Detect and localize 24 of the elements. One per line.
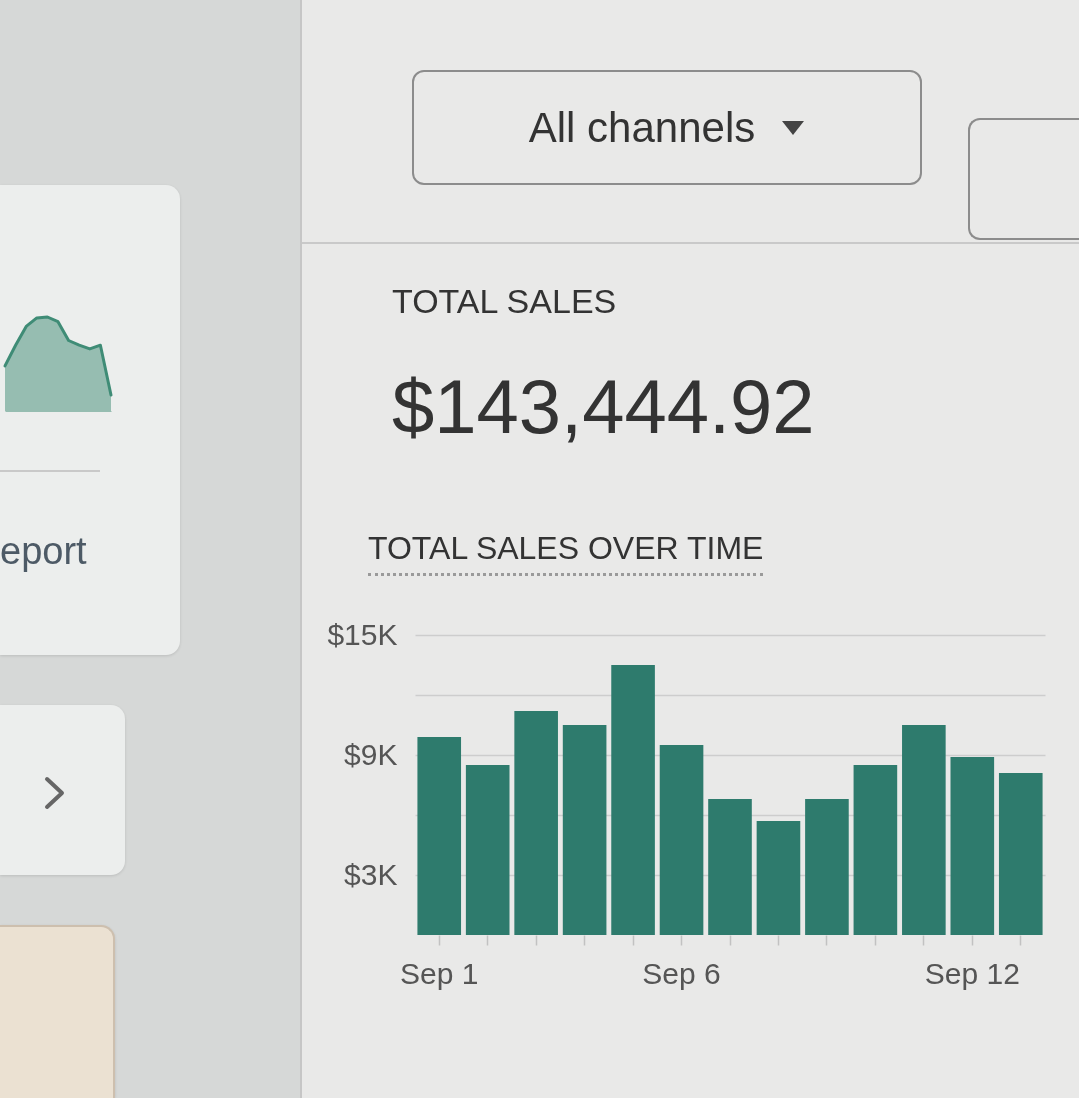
bar bbox=[708, 799, 752, 935]
bar bbox=[417, 737, 462, 935]
text: $143,444.92 bbox=[392, 363, 815, 450]
y-tick-label: $3K bbox=[344, 857, 398, 891]
bar bbox=[659, 745, 704, 935]
bar bbox=[465, 765, 510, 935]
text: All channels bbox=[528, 103, 756, 152]
y-tick-label: $15K bbox=[327, 617, 398, 651]
bar bbox=[950, 757, 995, 935]
text: eport bbox=[0, 530, 88, 573]
bar bbox=[902, 725, 946, 935]
text: TOTAL SALES bbox=[392, 282, 618, 321]
bar bbox=[853, 765, 898, 935]
bar bbox=[562, 725, 607, 935]
x-tick-label: Sep 6 bbox=[642, 956, 721, 990]
x-tick-label: Sep 12 bbox=[924, 956, 1020, 990]
y-tick-label: $9K bbox=[344, 737, 398, 771]
x-tick-label: Sep 1 bbox=[400, 956, 479, 990]
bar bbox=[756, 821, 801, 935]
chart-title: TOTAL SALES OVER TIME bbox=[368, 530, 764, 576]
bar bbox=[805, 799, 849, 935]
bar bbox=[514, 711, 558, 935]
bar bbox=[611, 665, 655, 935]
bar bbox=[998, 773, 1043, 935]
